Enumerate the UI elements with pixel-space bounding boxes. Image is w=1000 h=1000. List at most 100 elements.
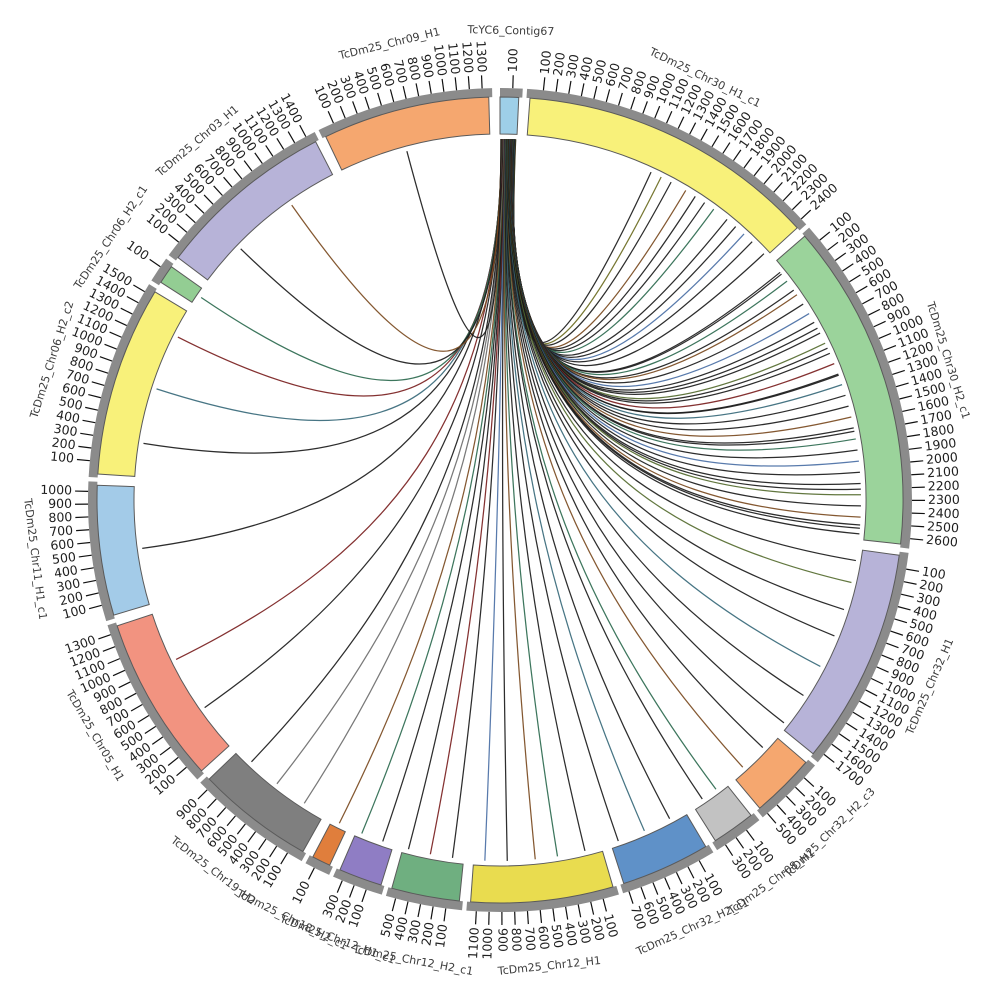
tick-band	[318, 88, 493, 139]
tick-mark	[391, 898, 397, 912]
tick-label: 400	[562, 921, 581, 947]
tick-mark	[194, 203, 205, 214]
tick-label: 900	[48, 496, 72, 511]
tick-label: 1000	[40, 482, 72, 498]
tick-mark	[280, 852, 288, 865]
tick-mark	[735, 837, 745, 849]
tick-mark	[526, 911, 529, 925]
tick-band	[620, 844, 714, 894]
tick-mark	[430, 906, 434, 920]
tick-band	[802, 227, 912, 549]
tick-mark	[871, 677, 884, 685]
tick-mark	[910, 538, 924, 541]
tick-mark	[831, 743, 843, 753]
link-curve	[505, 139, 744, 768]
tick-mark	[236, 823, 246, 835]
tick-mark	[269, 845, 278, 858]
tick-mark	[654, 105, 661, 119]
tick-mark	[711, 135, 720, 148]
tick-band	[466, 885, 619, 912]
tick-mark	[753, 165, 763, 177]
tick-mark	[873, 320, 886, 328]
tick-mark	[838, 733, 851, 742]
tick-mark	[348, 885, 355, 898]
tick-mark	[233, 168, 243, 180]
segment-arc-TcDm25_Chr03_H1	[177, 140, 334, 281]
link-curve	[251, 139, 504, 763]
tick-mark	[677, 116, 685, 129]
tick-mark	[213, 185, 223, 196]
tick-mark	[206, 798, 217, 809]
tick-mark	[852, 711, 865, 720]
tick-label: 900	[418, 53, 437, 79]
tick-mark	[539, 909, 543, 924]
segment-arc-TcDm25_Chr19_H2	[208, 752, 322, 853]
tick-mark	[167, 756, 179, 766]
tick-mark	[98, 634, 111, 640]
tick-mark	[834, 252, 847, 261]
tick-mark	[865, 689, 878, 697]
tick-mark	[197, 789, 208, 800]
tick-label: 600	[904, 628, 931, 650]
tick-mark	[159, 746, 171, 756]
segment-arc-TcDm25_Chr06_H2_c2	[97, 291, 188, 477]
tick-mark	[389, 89, 395, 103]
tick-mark	[565, 906, 569, 920]
axis-ticks	[75, 75, 926, 926]
tick-mark	[185, 213, 196, 224]
tick-label: 100	[432, 923, 450, 949]
tick-mark	[91, 381, 105, 386]
segment-name-0: TcYC6_Contig67	[466, 23, 554, 38]
tick-mark	[542, 77, 546, 91]
tick-mark	[785, 795, 796, 806]
link-curve	[504, 139, 586, 852]
link-curve	[291, 138, 502, 352]
tick-mark	[107, 658, 120, 665]
tick-mark	[99, 356, 113, 362]
tick-mark	[352, 101, 358, 114]
tick-label: 200	[51, 435, 77, 453]
tick-mark	[867, 308, 881, 316]
tick-mark	[903, 581, 917, 585]
tick-label: 800	[68, 353, 95, 375]
tick-mark	[640, 886, 647, 900]
tick-mark	[82, 419, 96, 424]
tick-mark	[819, 231, 831, 241]
tick-label: 500	[589, 58, 609, 85]
tick-mark	[698, 860, 707, 873]
tick-label: 100	[505, 48, 521, 72]
tick-label: 300	[563, 53, 582, 79]
tick-mark	[254, 152, 263, 164]
tick-mark	[881, 654, 894, 661]
tick-label: 1000	[431, 43, 450, 77]
tick-mark	[80, 567, 94, 571]
tick-mark	[722, 142, 731, 154]
tick-mark	[88, 604, 102, 610]
tick-label: 500	[377, 912, 398, 939]
tick-label: 1200	[459, 41, 476, 74]
tick-mark	[78, 554, 92, 558]
tick-label: 400	[912, 603, 939, 624]
tick-mark	[827, 241, 839, 251]
tick-mark	[862, 297, 875, 305]
tick-label: 400	[391, 915, 411, 942]
tick-mark	[666, 111, 673, 124]
tick-band	[757, 759, 816, 818]
tick-label: 100	[289, 878, 313, 906]
tick-mark	[894, 618, 908, 624]
tick-mark	[336, 880, 343, 893]
tick-mark	[112, 669, 126, 677]
tick-mark	[404, 901, 409, 915]
segment-arc-TcDm25_Chr08_H1	[694, 785, 752, 842]
tick-label: 500	[549, 923, 567, 949]
tick-label: 800	[48, 509, 73, 525]
link-curve	[406, 138, 502, 339]
tick-label: 1100	[465, 927, 482, 960]
tick-label: 800	[509, 927, 525, 951]
tick-mark	[791, 200, 803, 211]
link-curve	[361, 139, 505, 834]
tick-label: 100	[345, 902, 367, 929]
tick-mark	[593, 86, 598, 99]
